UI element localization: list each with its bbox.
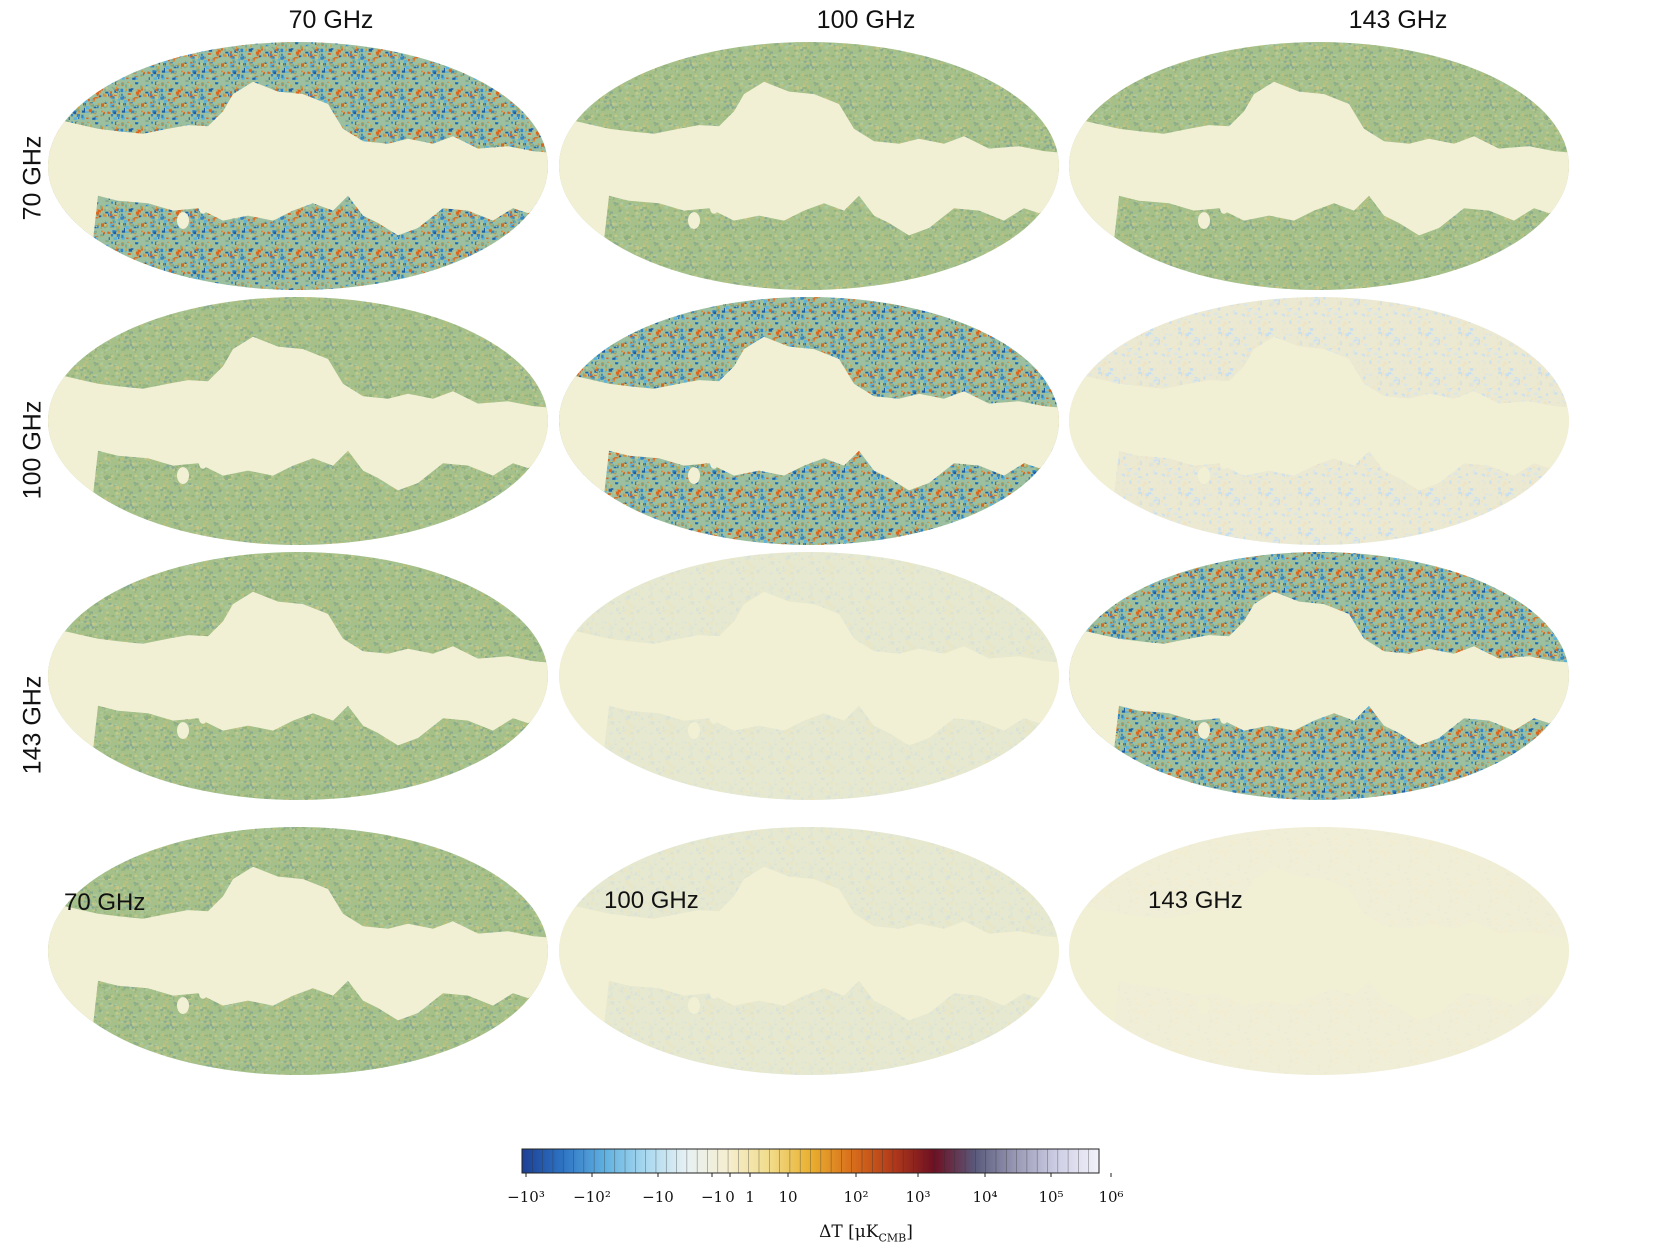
sky-map-panel	[559, 827, 1059, 1075]
sky-map-panel	[48, 297, 548, 545]
bottom-label-70ghz: 70 GHz	[64, 889, 146, 916]
colorbar-tick-label: 10³	[905, 1188, 931, 1206]
row-label-70ghz: 70 GHz	[18, 135, 47, 221]
column-label-100ghz: 100 GHz	[816, 6, 916, 34]
sky-map-panel	[1069, 297, 1569, 545]
colorbar-tick-label: 0	[725, 1188, 735, 1206]
colorbar-tick-label: −10	[642, 1188, 674, 1206]
colorbar-tick-label: −1	[700, 1188, 724, 1206]
colorbar-tick-label: 10⁶	[1098, 1188, 1124, 1206]
bottom-label-143ghz: 143 GHz	[1148, 887, 1243, 914]
sky-map-panel	[48, 552, 548, 800]
colorbar-tick-label: −10²	[573, 1188, 611, 1206]
sky-map-panel	[559, 42, 1059, 290]
row-label-100ghz: 100 GHz	[18, 400, 47, 500]
sky-map-panel	[1069, 552, 1569, 800]
colorbar-tick-label: 10²	[843, 1188, 869, 1206]
colorbar-tick-label: −10³	[507, 1188, 545, 1206]
column-label-143ghz: 143 GHz	[1348, 6, 1448, 34]
sky-map-panel	[48, 827, 548, 1075]
sky-map-panel	[559, 552, 1059, 800]
sky-map-panel	[1069, 827, 1569, 1075]
sky-map-panel	[559, 297, 1059, 545]
colorbar-tick-label: 10⁵	[1038, 1188, 1064, 1206]
column-label-70ghz: 70 GHz	[288, 6, 374, 34]
sky-map-panel	[48, 42, 548, 290]
row-label-143ghz: 143 GHz	[18, 675, 47, 775]
bottom-label-100ghz: 100 GHz	[604, 887, 699, 914]
colorbar-tick-label: 10⁴	[972, 1188, 998, 1206]
colorbar	[521, 1148, 1112, 1177]
colorbar-tick-label: 1	[745, 1188, 755, 1206]
colorbar-axis-label: ΔT [μKCMB]	[819, 1222, 913, 1245]
sky-map-panel	[1069, 42, 1569, 290]
colorbar-tick-label: 10	[778, 1188, 798, 1206]
